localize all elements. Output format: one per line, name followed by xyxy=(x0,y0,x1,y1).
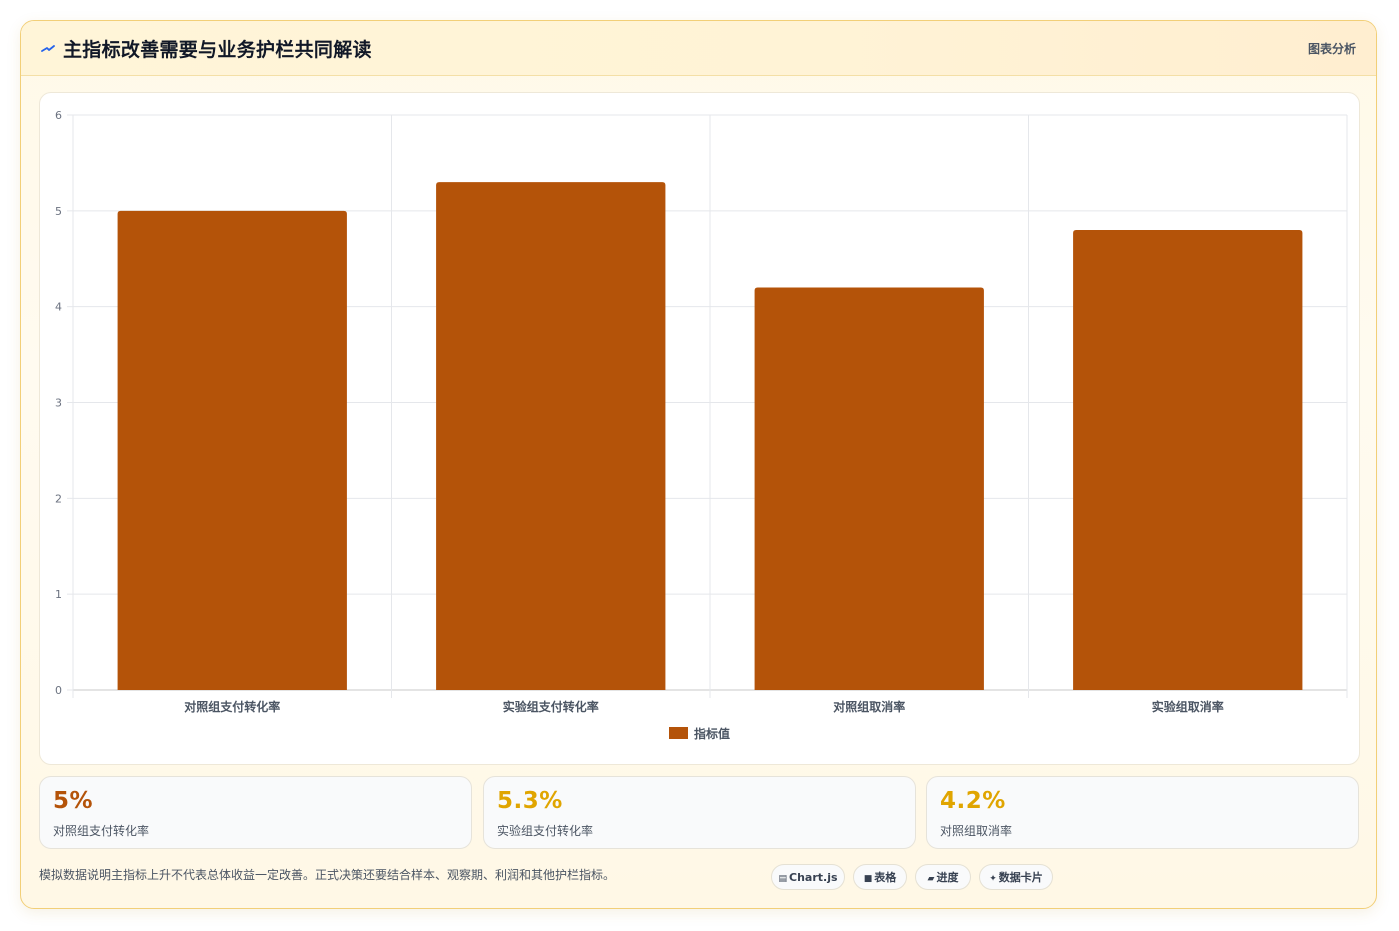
card-header: 主指标改善需要与业务护栏共同解读 图表分析 xyxy=(21,21,1376,76)
stat-card: 5.3% 实验组支付转化率 xyxy=(483,776,916,849)
stat-card: 4.2% 对照组取消率 xyxy=(926,776,1359,849)
x-tick-label: 对照组支付转化率 xyxy=(184,699,280,714)
chip-label: 表格 xyxy=(874,871,897,884)
sparkle-icon: ✦ xyxy=(989,874,997,884)
x-tick-label: 对照组取消率 xyxy=(833,699,905,714)
chip-progress[interactable]: ▰ 进度 xyxy=(915,864,971,890)
chart-type-tag: 图表分析 xyxy=(1307,42,1356,56)
stat-cards: 5% 对照组支付转化率 5.3% 实验组支付转化率 4.2% 对照组取消率 xyxy=(39,776,1360,850)
chip-chartjs[interactable]: ▤ Chart.js xyxy=(771,864,845,890)
progress-icon: ▰ xyxy=(927,874,935,884)
y-tick-label: 0 xyxy=(55,684,62,697)
table-icon: ■ xyxy=(863,874,873,884)
stat-label: 对照组支付转化率 xyxy=(53,824,150,838)
footer-note: 模拟数据说明主指标上升不代表总体收益一定改善。正式决策还要结合样本、观察期、利润… xyxy=(39,868,616,882)
y-tick-label: 2 xyxy=(55,492,62,505)
stat-card: 5% 对照组支付转化率 xyxy=(39,776,472,849)
chip-label: Chart.js xyxy=(789,871,838,884)
x-tick-label: 实验组支付转化率 xyxy=(503,699,599,714)
trend-icon xyxy=(41,45,55,52)
stat-value: 4.2% xyxy=(940,788,1006,814)
chip-data-card[interactable]: ✦ 数据卡片 xyxy=(979,864,1053,890)
chart-card: 主指标改善需要与业务护栏共同解读 图表分析 0 1 2 3 4 5 6 对照组支付转化率 实验组… xyxy=(20,20,1377,909)
bar xyxy=(436,182,666,690)
chip-label: 数据卡片 xyxy=(998,871,1043,884)
y-tick-label: 5 xyxy=(55,205,62,218)
y-tick-label: 3 xyxy=(55,397,62,410)
bar xyxy=(1073,230,1303,690)
chart-area: 0 1 2 3 4 5 6 对照组支付转化率 实验组支付转化率 对照组取消率 实验组取消率指标值 xyxy=(39,92,1360,765)
stat-label: 实验组支付转化率 xyxy=(497,824,594,838)
stat-value: 5.3% xyxy=(497,788,563,814)
chart-icon: ▤ xyxy=(778,874,787,884)
y-tick-label: 6 xyxy=(55,109,62,122)
y-tick-label: 4 xyxy=(55,301,62,314)
legend-swatch xyxy=(669,727,688,739)
chip-table[interactable]: ■ 表格 xyxy=(853,864,907,890)
stat-value: 5% xyxy=(53,788,94,814)
stat-label: 对照组取消率 xyxy=(940,824,1013,838)
bar xyxy=(117,210,347,690)
chip-label: 进度 xyxy=(936,871,959,884)
x-tick-label: 实验组取消率 xyxy=(1152,699,1224,714)
legend-label: 指标值 xyxy=(694,726,730,741)
chart-title: 主指标改善需要与业务护栏共同解读 xyxy=(63,39,372,61)
y-tick-label: 1 xyxy=(55,588,62,601)
bar xyxy=(754,287,984,690)
